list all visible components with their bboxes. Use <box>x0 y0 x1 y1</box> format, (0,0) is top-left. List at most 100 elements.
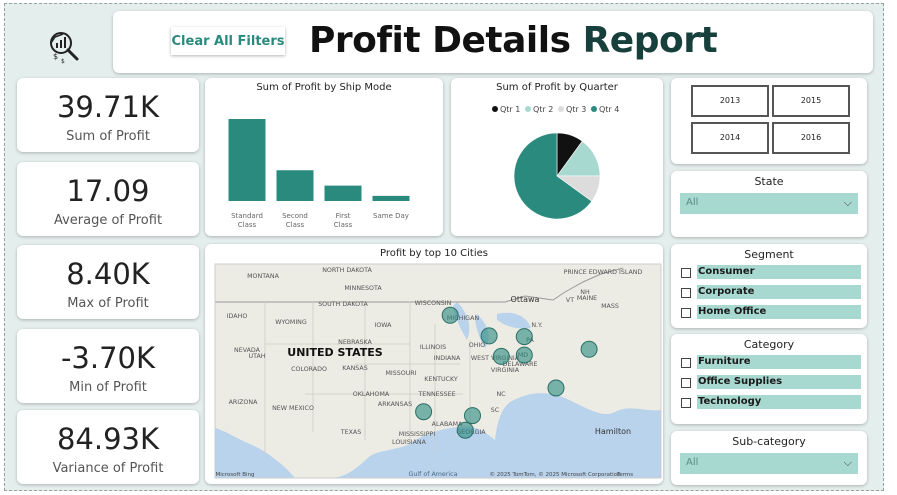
legend-label: Qtr 4 <box>599 105 619 114</box>
year-button-2016[interactable]: 2016 <box>772 122 850 154</box>
option-label: Home Office <box>697 305 861 319</box>
map-place-label: Gulf of America <box>409 471 458 478</box>
legend-marker <box>558 106 564 112</box>
bar-category-label: Standard <box>231 212 263 220</box>
city-bubble[interactable] <box>464 407 481 425</box>
city-bubble[interactable] <box>547 379 565 397</box>
slicer-title: Category <box>743 338 795 351</box>
kpi-label: Max of Profit <box>67 296 149 311</box>
option-label: Corporate <box>697 285 861 299</box>
slicer-title: Sub-category <box>732 435 806 448</box>
kpi-value: 84.93K <box>56 422 160 456</box>
city-bubble[interactable] <box>415 403 433 421</box>
bar-category-label: Class <box>238 221 257 229</box>
segment-option-home-office[interactable]: Home Office <box>681 305 861 321</box>
bar-category-label: Class <box>286 221 305 229</box>
segment-slicer: Segment Consumer Corporate Home Office <box>671 244 867 328</box>
map-place-label: MINNESOTA <box>344 285 382 292</box>
category-option-office-supplies[interactable]: Office Supplies <box>681 375 861 391</box>
city-profit-map: Profit by top 10 Cities MONTANA NORTH DAK… <box>205 244 663 484</box>
city-bubble[interactable] <box>456 421 474 439</box>
map-place-label: VT <box>566 297 574 304</box>
map-place-label: N.Y. <box>531 322 542 329</box>
map-place-label: NC <box>496 391 506 398</box>
bar-category-label: Second <box>282 212 308 220</box>
map-place-label: INDIANA <box>434 355 461 362</box>
legend-label: Qtr 2 <box>533 105 553 114</box>
map-place-label: OHIO <box>469 342 486 349</box>
slicer-title: Segment <box>744 248 794 261</box>
city-bubble[interactable] <box>441 306 459 324</box>
map-frame <box>214 263 662 479</box>
option-label: Technology <box>697 395 861 409</box>
map-place-label: MONTANA <box>247 273 279 280</box>
report-canvas: $ $ Clear All Filters Profit Details Rep… <box>4 3 884 491</box>
map-place-label: COLORADO <box>291 366 327 373</box>
city-bubble[interactable] <box>492 347 510 365</box>
city-bubble[interactable] <box>515 346 533 364</box>
map-place-label: ILLINOIS <box>420 344 446 351</box>
map-place-label: KENTUCKY <box>424 376 458 383</box>
city-bubble[interactable] <box>480 327 498 345</box>
checkbox[interactable] <box>681 288 691 298</box>
country-border <box>215 267 624 303</box>
subcategory-dropdown[interactable]: All ⌵ <box>680 453 858 474</box>
map-place-label: NEBRASKA <box>338 339 372 346</box>
category-option-technology[interactable]: Technology <box>681 395 861 411</box>
map-place-label: MASS <box>601 303 619 310</box>
year-button-2014[interactable]: 2014 <box>691 122 769 154</box>
city-bubble[interactable] <box>515 328 533 346</box>
segment-option-corporate[interactable]: Corporate <box>681 285 861 301</box>
checkbox[interactable] <box>681 378 691 388</box>
option-label: Furniture <box>697 355 861 369</box>
map-place-label: MICHIGAN <box>447 315 479 322</box>
checkbox[interactable] <box>681 268 691 278</box>
chart-title: Sum of Profit by Ship Mode <box>256 82 392 93</box>
dropdown-value: All <box>686 457 699 468</box>
bar-second-class <box>276 170 314 201</box>
checkbox[interactable] <box>681 308 691 318</box>
map-place-label: ARIZONA <box>229 399 259 406</box>
pie-chart-svg: Qtr 1 Qtr 2 Qtr 3 Qtr 4 <box>492 105 619 220</box>
subcategory-slicer: Sub-category All ⌵ <box>671 431 867 485</box>
year-button-2013[interactable]: 2013 <box>691 85 769 117</box>
kpi-card-min-profit: -3.70K Min of Profit <box>17 329 199 403</box>
map-place-label: ALABAMA <box>432 421 463 428</box>
chart-title: Profit by top 10 Cities <box>380 248 488 259</box>
kpi-value: -3.70K <box>60 341 156 375</box>
option-label: Consumer <box>697 265 861 279</box>
map-place-label: Hamilton <box>595 427 631 436</box>
kpi-value: 8.40K <box>66 257 150 291</box>
segment-option-consumer[interactable]: Consumer <box>681 265 861 281</box>
bar-category-label: Class <box>334 221 353 229</box>
legend-label: Qtr 3 <box>566 105 586 114</box>
state-dropdown[interactable]: All ⌵ <box>680 193 858 214</box>
bar-first-class <box>324 185 362 201</box>
bar-category-label: First <box>336 212 351 220</box>
svg-text:$: $ <box>53 52 58 61</box>
map-place-label: SC <box>491 407 500 414</box>
city-bubble[interactable] <box>580 340 598 358</box>
clear-all-filters-button[interactable]: Clear All Filters <box>171 27 285 55</box>
map-place-label: IDAHO <box>227 313 248 320</box>
map-place-label: NORTH DAKOTA <box>322 267 372 274</box>
quarter-pie-chart: Sum of Profit by Quarter Qtr 1 Qtr 2 Qtr 3… <box>451 78 663 236</box>
legend-label: Qtr 1 <box>500 105 520 114</box>
map-svg[interactable]: MONTANA NORTH DAKOTA MINNESOTA SOUTH DAKOTA… <box>205 244 663 484</box>
checkbox[interactable] <box>681 398 691 408</box>
kpi-label: Min of Profit <box>69 380 147 395</box>
year-button-2015[interactable]: 2015 <box>772 85 850 117</box>
map-place-label: NEVADA <box>234 347 261 354</box>
kpi-label: Sum of Profit <box>66 129 150 144</box>
kpi-label: Average of Profit <box>53 213 163 228</box>
map-country-label: UNITED STATES <box>287 346 382 359</box>
map-place-label: OKLAHOMA <box>353 391 390 398</box>
pie-slice-qtr-4 <box>513 132 593 220</box>
map-place-label: NH <box>580 289 590 296</box>
map-place-label: Ottawa <box>511 295 540 304</box>
great-lakes <box>453 302 531 348</box>
map-terms: Terms <box>616 472 633 478</box>
checkbox[interactable] <box>681 358 691 368</box>
category-option-furniture[interactable]: Furniture <box>681 355 861 371</box>
